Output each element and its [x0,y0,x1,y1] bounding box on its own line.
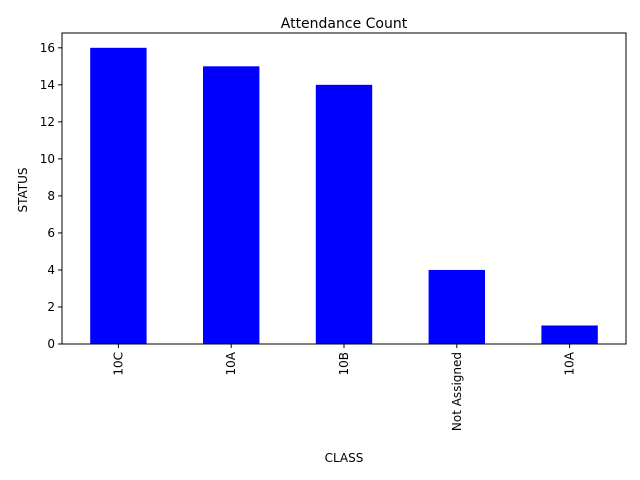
x-tick-label-1: 10A [224,351,238,375]
x-tick-label-0: 10C [111,352,125,376]
x-tick-label-4: 10A [563,351,577,375]
bar-4 [541,325,598,344]
x-axis: 10C 10A 10B Not Assigned 10A [111,344,577,431]
y-axis: 0 2 4 6 8 10 12 14 16 [40,41,62,351]
chart-title: Attendance Count [281,16,408,32]
bar-2 [315,84,373,344]
x-tick-label-2: 10B [337,352,351,376]
y-tick-label-3: 6 [47,226,55,240]
y-tick-label-7: 14 [40,78,55,92]
bar-1 [203,66,260,345]
y-tick-label-8: 16 [40,41,55,55]
bar-3 [428,269,485,344]
y-tick-label-0: 0 [47,337,55,351]
bars-group [90,47,598,345]
y-axis-label: STATUS [16,167,30,212]
y-tick-label-1: 2 [47,300,55,314]
y-tick-label-4: 8 [47,189,55,203]
y-tick-label-5: 10 [40,152,55,166]
y-tick-label-6: 12 [40,115,55,129]
y-tick-label-2: 4 [47,263,55,277]
plot-frame [61,32,627,345]
x-tick-label-3: Not Assigned [450,352,464,431]
x-axis-label: CLASS [325,451,364,465]
bar-0 [90,47,147,345]
